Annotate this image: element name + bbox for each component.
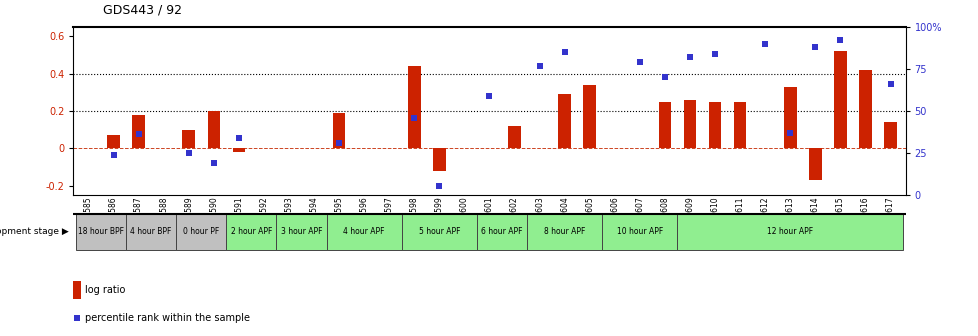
Bar — [327, 214, 401, 250]
Bar — [783, 87, 796, 148]
Bar — [132, 115, 145, 148]
Text: 4 hour BPF: 4 hour BPF — [130, 226, 171, 236]
Text: 4 hour APF: 4 hour APF — [343, 226, 384, 236]
Bar — [207, 111, 220, 148]
Text: log ratio: log ratio — [85, 285, 125, 295]
Bar — [859, 70, 870, 148]
Bar — [182, 130, 195, 148]
Bar — [601, 214, 677, 250]
Bar — [476, 214, 526, 250]
Text: 0 hour PF: 0 hour PF — [183, 226, 219, 236]
Bar — [432, 148, 445, 171]
Bar — [734, 101, 745, 148]
Bar — [808, 148, 821, 180]
Bar — [677, 214, 902, 250]
Bar — [683, 100, 695, 148]
Text: development stage ▶: development stage ▶ — [0, 227, 68, 236]
Bar — [333, 113, 345, 148]
Bar — [126, 214, 176, 250]
Bar — [176, 214, 226, 250]
Text: GDS443 / 92: GDS443 / 92 — [103, 4, 182, 17]
Text: 5 hour APF: 5 hour APF — [419, 226, 460, 236]
Bar — [276, 214, 327, 250]
Text: 12 hour APF: 12 hour APF — [767, 226, 813, 236]
Bar — [658, 101, 671, 148]
Bar — [557, 94, 570, 148]
Bar — [408, 66, 421, 148]
Bar — [708, 101, 721, 148]
Bar — [583, 85, 596, 148]
Bar — [508, 126, 520, 148]
Text: 8 hour APF: 8 hour APF — [544, 226, 585, 236]
Bar — [76, 214, 126, 250]
Text: 2 hour APF: 2 hour APF — [231, 226, 272, 236]
Bar — [233, 148, 244, 152]
Text: 3 hour APF: 3 hour APF — [281, 226, 322, 236]
Text: 6 hour APF: 6 hour APF — [481, 226, 522, 236]
Bar — [73, 281, 80, 299]
Text: 10 hour APF: 10 hour APF — [616, 226, 662, 236]
Text: percentile rank within the sample: percentile rank within the sample — [85, 312, 249, 323]
Bar — [526, 214, 601, 250]
Bar — [401, 214, 476, 250]
Bar — [883, 122, 896, 148]
Bar — [226, 214, 276, 250]
Text: 18 hour BPF: 18 hour BPF — [78, 226, 124, 236]
Bar — [108, 135, 119, 148]
Bar — [833, 51, 846, 148]
